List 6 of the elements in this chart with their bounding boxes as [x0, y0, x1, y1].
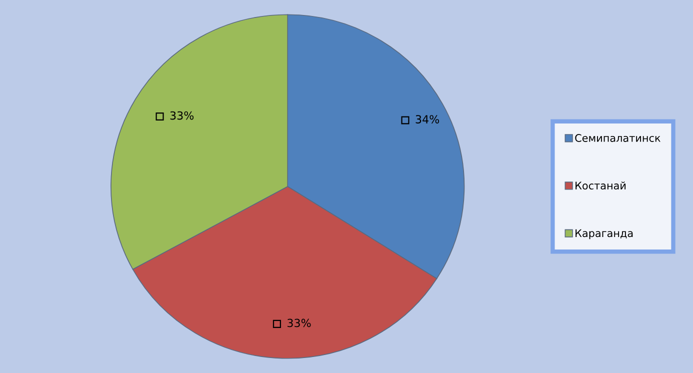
legend-label: Костанай [576, 182, 626, 190]
legend-label: Семипалатинск [575, 134, 660, 142]
data-label: 33% [170, 111, 194, 120]
data-label: 33% [288, 318, 311, 328]
data-label: 34% [416, 115, 440, 124]
legend-label: Караганда [576, 229, 633, 240]
